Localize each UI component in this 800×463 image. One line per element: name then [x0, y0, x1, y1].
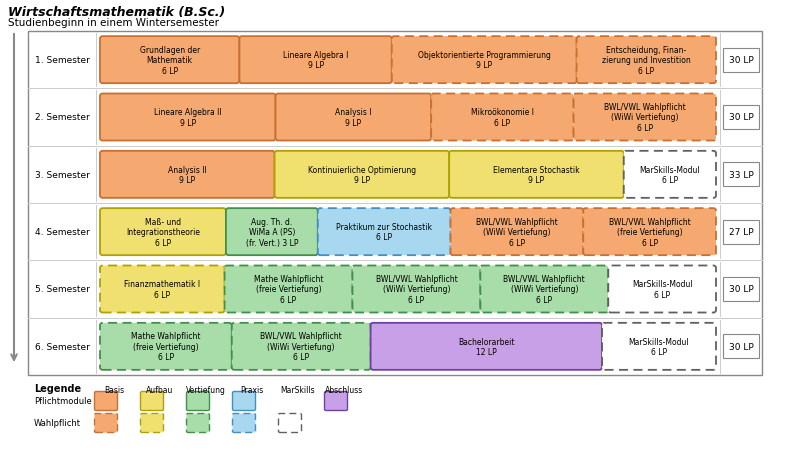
FancyBboxPatch shape	[431, 94, 574, 141]
Text: BWL/VWL Wahlpflicht
(WiWi Vertiefung)
6 LP: BWL/VWL Wahlpflicht (WiWi Vertiefung) 6 …	[604, 103, 686, 132]
FancyBboxPatch shape	[392, 37, 577, 84]
FancyBboxPatch shape	[100, 37, 239, 84]
FancyBboxPatch shape	[274, 151, 449, 199]
FancyBboxPatch shape	[353, 266, 480, 313]
Text: Elementare Stochastik
9 LP: Elementare Stochastik 9 LP	[493, 165, 580, 185]
FancyBboxPatch shape	[723, 163, 759, 187]
Text: Grundlagen der
Mathematik
6 LP: Grundlagen der Mathematik 6 LP	[139, 46, 200, 75]
Text: Mathe Wahlpflicht
(freie Vertiefung)
6 LP: Mathe Wahlpflicht (freie Vertiefung) 6 L…	[131, 332, 201, 362]
Text: BWL/VWL Wahlpflicht
(WiWi Vertiefung)
6 LP: BWL/VWL Wahlpflicht (WiWi Vertiefung) 6 …	[503, 275, 586, 304]
Text: Aug. Th. d.
WiMa A (PS)
(fr. Vert.) 3 LP: Aug. Th. d. WiMa A (PS) (fr. Vert.) 3 LP	[246, 217, 298, 247]
Text: Analysis II
9 LP: Analysis II 9 LP	[168, 165, 206, 185]
Text: Mikroökonomie I
6 LP: Mikroökonomie I 6 LP	[471, 108, 534, 127]
FancyBboxPatch shape	[141, 392, 163, 411]
Text: BWL/VWL Wahlpflicht
(freie Vertiefung)
6 LP: BWL/VWL Wahlpflicht (freie Vertiefung) 6…	[609, 217, 690, 247]
FancyBboxPatch shape	[723, 277, 759, 301]
FancyBboxPatch shape	[325, 392, 347, 411]
FancyBboxPatch shape	[723, 335, 759, 359]
Text: MarSkills-Modul
6 LP: MarSkills-Modul 6 LP	[639, 165, 700, 185]
Text: Aufbau: Aufbau	[146, 385, 174, 394]
Text: 3. Semester: 3. Semester	[34, 170, 90, 180]
Text: Kontinuierliche Optimierung
9 LP: Kontinuierliche Optimierung 9 LP	[308, 165, 416, 185]
FancyBboxPatch shape	[370, 323, 602, 370]
Text: Analysis I
9 LP: Analysis I 9 LP	[335, 108, 372, 127]
Text: MarSkills: MarSkills	[281, 385, 315, 394]
FancyBboxPatch shape	[100, 209, 226, 256]
FancyBboxPatch shape	[577, 37, 716, 84]
FancyBboxPatch shape	[239, 37, 392, 84]
FancyBboxPatch shape	[583, 209, 716, 256]
FancyBboxPatch shape	[100, 323, 232, 370]
Text: Maß- und
Integrationstheorie
6 LP: Maß- und Integrationstheorie 6 LP	[126, 217, 200, 247]
FancyBboxPatch shape	[100, 266, 225, 313]
Text: Praxis: Praxis	[240, 385, 264, 394]
Text: 6. Semester: 6. Semester	[34, 342, 90, 351]
FancyBboxPatch shape	[278, 413, 302, 432]
Text: Wirtschaftsmathematik (B.Sc.): Wirtschaftsmathematik (B.Sc.)	[8, 6, 226, 19]
FancyBboxPatch shape	[233, 413, 255, 432]
FancyBboxPatch shape	[186, 392, 210, 411]
FancyBboxPatch shape	[275, 94, 431, 141]
Text: 1. Semester: 1. Semester	[34, 56, 90, 65]
FancyBboxPatch shape	[318, 209, 450, 256]
Text: Studienbeginn in einem Wintersemester: Studienbeginn in einem Wintersemester	[8, 18, 219, 28]
Text: 30 LP: 30 LP	[729, 113, 754, 122]
FancyBboxPatch shape	[723, 220, 759, 244]
FancyBboxPatch shape	[233, 392, 255, 411]
Text: Objektorientierte Programmierung
9 LP: Objektorientierte Programmierung 9 LP	[418, 51, 550, 70]
Text: Basis: Basis	[104, 385, 124, 394]
FancyBboxPatch shape	[450, 209, 583, 256]
Text: 30 LP: 30 LP	[729, 342, 754, 351]
Text: Lineare Algebra II
9 LP: Lineare Algebra II 9 LP	[154, 108, 222, 127]
Text: BWL/VWL Wahlpflicht
(WiWi Vertiefung)
6 LP: BWL/VWL Wahlpflicht (WiWi Vertiefung) 6 …	[260, 332, 342, 362]
Text: 33 LP: 33 LP	[729, 170, 754, 180]
Text: 4. Semester: 4. Semester	[34, 228, 90, 237]
Text: 30 LP: 30 LP	[729, 285, 754, 294]
Text: BWL/VWL Wahlpflicht
(WiWi Vertiefung)
6 LP: BWL/VWL Wahlpflicht (WiWi Vertiefung) 6 …	[476, 217, 558, 247]
Text: MarSkills-Modul
6 LP: MarSkills-Modul 6 LP	[629, 337, 690, 356]
FancyBboxPatch shape	[186, 413, 210, 432]
FancyBboxPatch shape	[574, 94, 716, 141]
Text: 27 LP: 27 LP	[729, 228, 754, 237]
Text: 5. Semester: 5. Semester	[34, 285, 90, 294]
Text: MarSkills-Modul
6 LP: MarSkills-Modul 6 LP	[632, 280, 693, 299]
Text: Praktikum zur Stochastik
6 LP: Praktikum zur Stochastik 6 LP	[336, 223, 432, 242]
Text: 30 LP: 30 LP	[729, 56, 754, 65]
Text: Mathe Wahlpflicht
(freie Vertiefung)
6 LP: Mathe Wahlpflicht (freie Vertiefung) 6 L…	[254, 275, 323, 304]
FancyBboxPatch shape	[723, 106, 759, 130]
Text: Entscheidung, Finan-
zierung und Investition
6 LP: Entscheidung, Finan- zierung und Investi…	[602, 46, 690, 75]
FancyBboxPatch shape	[232, 323, 370, 370]
Text: BWL/VWL Wahlpflicht
(WiWi Vertiefung)
6 LP: BWL/VWL Wahlpflicht (WiWi Vertiefung) 6 …	[375, 275, 458, 304]
FancyBboxPatch shape	[624, 151, 716, 199]
FancyBboxPatch shape	[480, 266, 608, 313]
FancyBboxPatch shape	[100, 94, 275, 141]
Text: Wahlpflicht: Wahlpflicht	[34, 419, 81, 427]
FancyBboxPatch shape	[226, 209, 318, 256]
FancyBboxPatch shape	[94, 413, 118, 432]
Text: Pflichtmodule: Pflichtmodule	[34, 397, 92, 406]
FancyBboxPatch shape	[608, 266, 716, 313]
Text: Lineare Algebra I
9 LP: Lineare Algebra I 9 LP	[283, 51, 348, 70]
FancyBboxPatch shape	[100, 151, 274, 199]
FancyBboxPatch shape	[141, 413, 163, 432]
Text: Finanzmathematik I
6 LP: Finanzmathematik I 6 LP	[124, 280, 200, 299]
Text: Bachelorarbeit
12 LP: Bachelorarbeit 12 LP	[458, 337, 514, 356]
FancyBboxPatch shape	[225, 266, 353, 313]
Text: 2. Semester: 2. Semester	[34, 113, 90, 122]
Text: Legende: Legende	[34, 383, 81, 393]
FancyBboxPatch shape	[723, 49, 759, 73]
FancyBboxPatch shape	[449, 151, 624, 199]
Text: Abschluss: Abschluss	[325, 385, 363, 394]
FancyBboxPatch shape	[602, 323, 716, 370]
FancyBboxPatch shape	[94, 392, 118, 411]
Text: Vertiefung: Vertiefung	[186, 385, 226, 394]
